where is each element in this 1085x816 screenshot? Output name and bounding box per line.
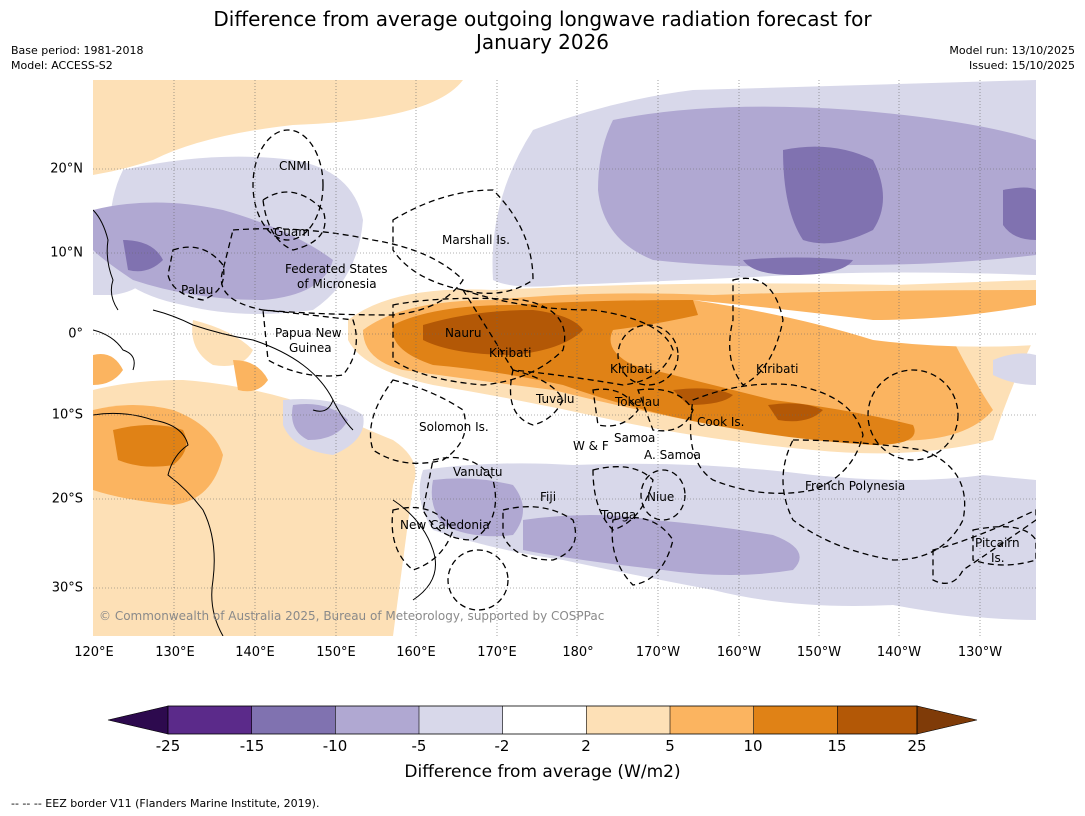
label-png-2: Guinea: [289, 341, 332, 355]
lon-tick-170w: 170°W: [635, 645, 681, 660]
title-line-1: Difference from average outgoing longwav…: [213, 7, 872, 31]
colorbar-outline: [167, 705, 918, 735]
anomaly-m15-m10: [123, 146, 1036, 275]
eez-footnote: -- -- -- EEZ border V11 (Flanders Marine…: [11, 797, 320, 810]
label-palau: Palau: [181, 283, 213, 297]
lon-tick-160e: 160°E: [396, 645, 436, 660]
label-solomon: Solomon Is.: [419, 420, 489, 434]
label-fsm-1: Federated States: [285, 262, 387, 276]
lat-tick-0: 0°: [68, 326, 83, 342]
issued-date: Issued: 15/10/2025: [968, 59, 1075, 72]
label-kiribati-east: Kiribati: [756, 362, 798, 376]
lon-tick-140e: 140°E: [235, 645, 275, 660]
label-pitcairn-1: Pitcairn: [975, 536, 1020, 550]
gridlines: [93, 80, 1036, 636]
label-wallis-futuna: W & F: [573, 439, 609, 453]
colorbar-segment-m25-m15: [168, 706, 252, 734]
colorbar-tick-m2: -2: [494, 737, 510, 755]
label-french-polynesia: French Polynesia: [805, 479, 905, 493]
colorbar-segment-m5-m2: [419, 706, 503, 734]
label-fiji: Fiji: [540, 490, 556, 504]
label-guam: Guam: [274, 225, 310, 239]
label-nauru: Nauru: [445, 326, 481, 340]
lon-tick-150e: 150°E: [316, 645, 356, 660]
label-cook: Cook Is.: [697, 415, 744, 429]
base-period: Base period: 1981-2018: [11, 44, 144, 57]
colorbar-tick-2: 2: [581, 737, 591, 755]
colorbar: [107, 705, 978, 735]
chart-title: Difference from average outgoing longwav…: [0, 8, 1085, 54]
colorbar-dividers: [251, 706, 838, 734]
label-new-caledonia: New Caledonia: [400, 518, 490, 532]
lat-tick-10s: 10°S: [51, 407, 83, 423]
colorbar-segment-m2-2: [502, 706, 587, 734]
model-run: Model run: 13/10/2025: [949, 44, 1075, 57]
colorbar-segment-gt-25: [916, 705, 978, 735]
copyright-credit: © Commonwealth of Australia 2025, Bureau…: [99, 609, 605, 623]
colorbar-segment-2-5: [586, 706, 670, 734]
colorbar-segment-lt-m25: [107, 705, 169, 735]
colorbar-segment-15-25: [837, 706, 917, 734]
colorbar-tick-25: 25: [907, 737, 927, 755]
label-vanuatu: Vanuatu: [453, 465, 503, 479]
lat-tick-30s: 30°S: [51, 580, 83, 596]
colorbar-segment-10-15: [753, 706, 838, 734]
lon-tick-160w: 160°W: [716, 645, 762, 660]
label-kiribati-west: Kiribati: [489, 346, 531, 360]
title-line-2: January 2026: [475, 30, 610, 54]
colorbar-segment-m15-m10: [251, 706, 336, 734]
lon-tick-120e: 120°E: [74, 645, 114, 660]
label-american-samoa: A. Samoa: [644, 448, 701, 462]
meta-left: Base period: 1981-2018 Model: ACCESS-S2: [11, 43, 143, 73]
label-kiribati-central: Kiribati: [610, 362, 652, 376]
lon-tick-140w: 140°W: [876, 645, 922, 660]
lat-tick-20n: 20°N: [50, 161, 83, 177]
neutral-band: [693, 300, 1036, 347]
label-tokelau: Tokelau: [614, 395, 660, 409]
label-niue: Niue: [647, 490, 674, 504]
colorbar-tick-m15: -15: [239, 737, 265, 755]
meta-right: Model run: 13/10/2025 Issued: 15/10/2025: [949, 43, 1075, 73]
eez-borders: [167, 129, 1036, 611]
label-png-1: Papua New: [275, 326, 342, 340]
label-cnmi: CNMI: [279, 159, 310, 173]
colorbar-tick-m5: -5: [411, 737, 427, 755]
colorbar-tick-5: 5: [665, 737, 675, 755]
label-tuvalu: Tuvalu: [535, 392, 575, 406]
region-labels: CNMI Guam Marshall Is. Federated States …: [181, 159, 1020, 565]
colorbar-tick-15: 15: [827, 737, 847, 755]
colorbar-tick-m10: -10: [322, 737, 348, 755]
label-samoa: Samoa: [614, 431, 655, 445]
lon-tick-130e: 130°E: [155, 645, 195, 660]
map-panel: CNMI Guam Marshall Is. Federated States …: [93, 80, 1036, 636]
lat-tick-20s: 20°S: [51, 491, 83, 507]
label-marshall: Marshall Is.: [442, 233, 510, 247]
label-fsm-2: of Micronesia: [297, 277, 377, 291]
lon-tick-130w: 130°W: [957, 645, 1003, 660]
lon-tick-180: 180°: [562, 645, 594, 660]
map-svg: CNMI Guam Marshall Is. Federated States …: [93, 80, 1036, 636]
colorbar-title: Difference from average (W/m2): [404, 762, 681, 782]
colorbar-segment-m10-m5: [335, 706, 419, 734]
lat-tick-10n: 10°N: [50, 245, 83, 261]
coastlines: [93, 209, 436, 636]
colorbar-tick-m25: -25: [155, 737, 181, 755]
label-tonga: Tonga: [600, 508, 636, 522]
colorbar-segment-5-10: [670, 706, 754, 734]
colorbar-tick-10: 10: [743, 737, 763, 755]
model-name: Model: ACCESS-S2: [11, 59, 113, 72]
anomaly-15-25: [423, 310, 823, 422]
label-pitcairn-2: Is.: [991, 551, 1005, 565]
lon-tick-170e: 170°E: [477, 645, 517, 660]
lon-tick-150w: 150°W: [796, 645, 842, 660]
